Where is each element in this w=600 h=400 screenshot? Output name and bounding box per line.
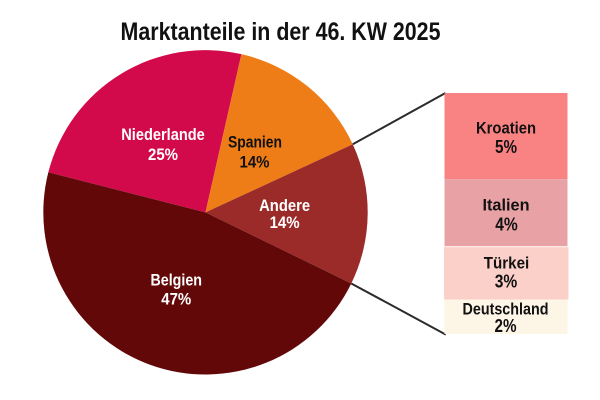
svg-text:2%: 2% bbox=[495, 316, 517, 336]
svg-text:Kroatien: Kroatien bbox=[476, 118, 536, 137]
svg-text:Spanien: Spanien bbox=[228, 134, 282, 152]
svg-text:Deutschland: Deutschland bbox=[463, 299, 549, 318]
svg-text:4%: 4% bbox=[495, 215, 518, 235]
svg-text:47%: 47% bbox=[161, 290, 191, 309]
svg-text:Türkei: Türkei bbox=[484, 254, 530, 273]
svg-text:14%: 14% bbox=[240, 153, 270, 172]
svg-text:Andere: Andere bbox=[259, 197, 310, 215]
svg-text:Italien: Italien bbox=[483, 196, 530, 215]
svg-text:14%: 14% bbox=[270, 213, 300, 232]
svg-text:25%: 25% bbox=[148, 145, 178, 164]
svg-text:5%: 5% bbox=[495, 137, 517, 157]
svg-text:3%: 3% bbox=[495, 272, 518, 292]
svg-text:Belgien: Belgien bbox=[151, 272, 203, 290]
svg-text:Niederlande: Niederlande bbox=[121, 126, 205, 144]
svg-text:Marktanteile in der 46. KW 202: Marktanteile in der 46. KW 2025 bbox=[121, 18, 441, 46]
